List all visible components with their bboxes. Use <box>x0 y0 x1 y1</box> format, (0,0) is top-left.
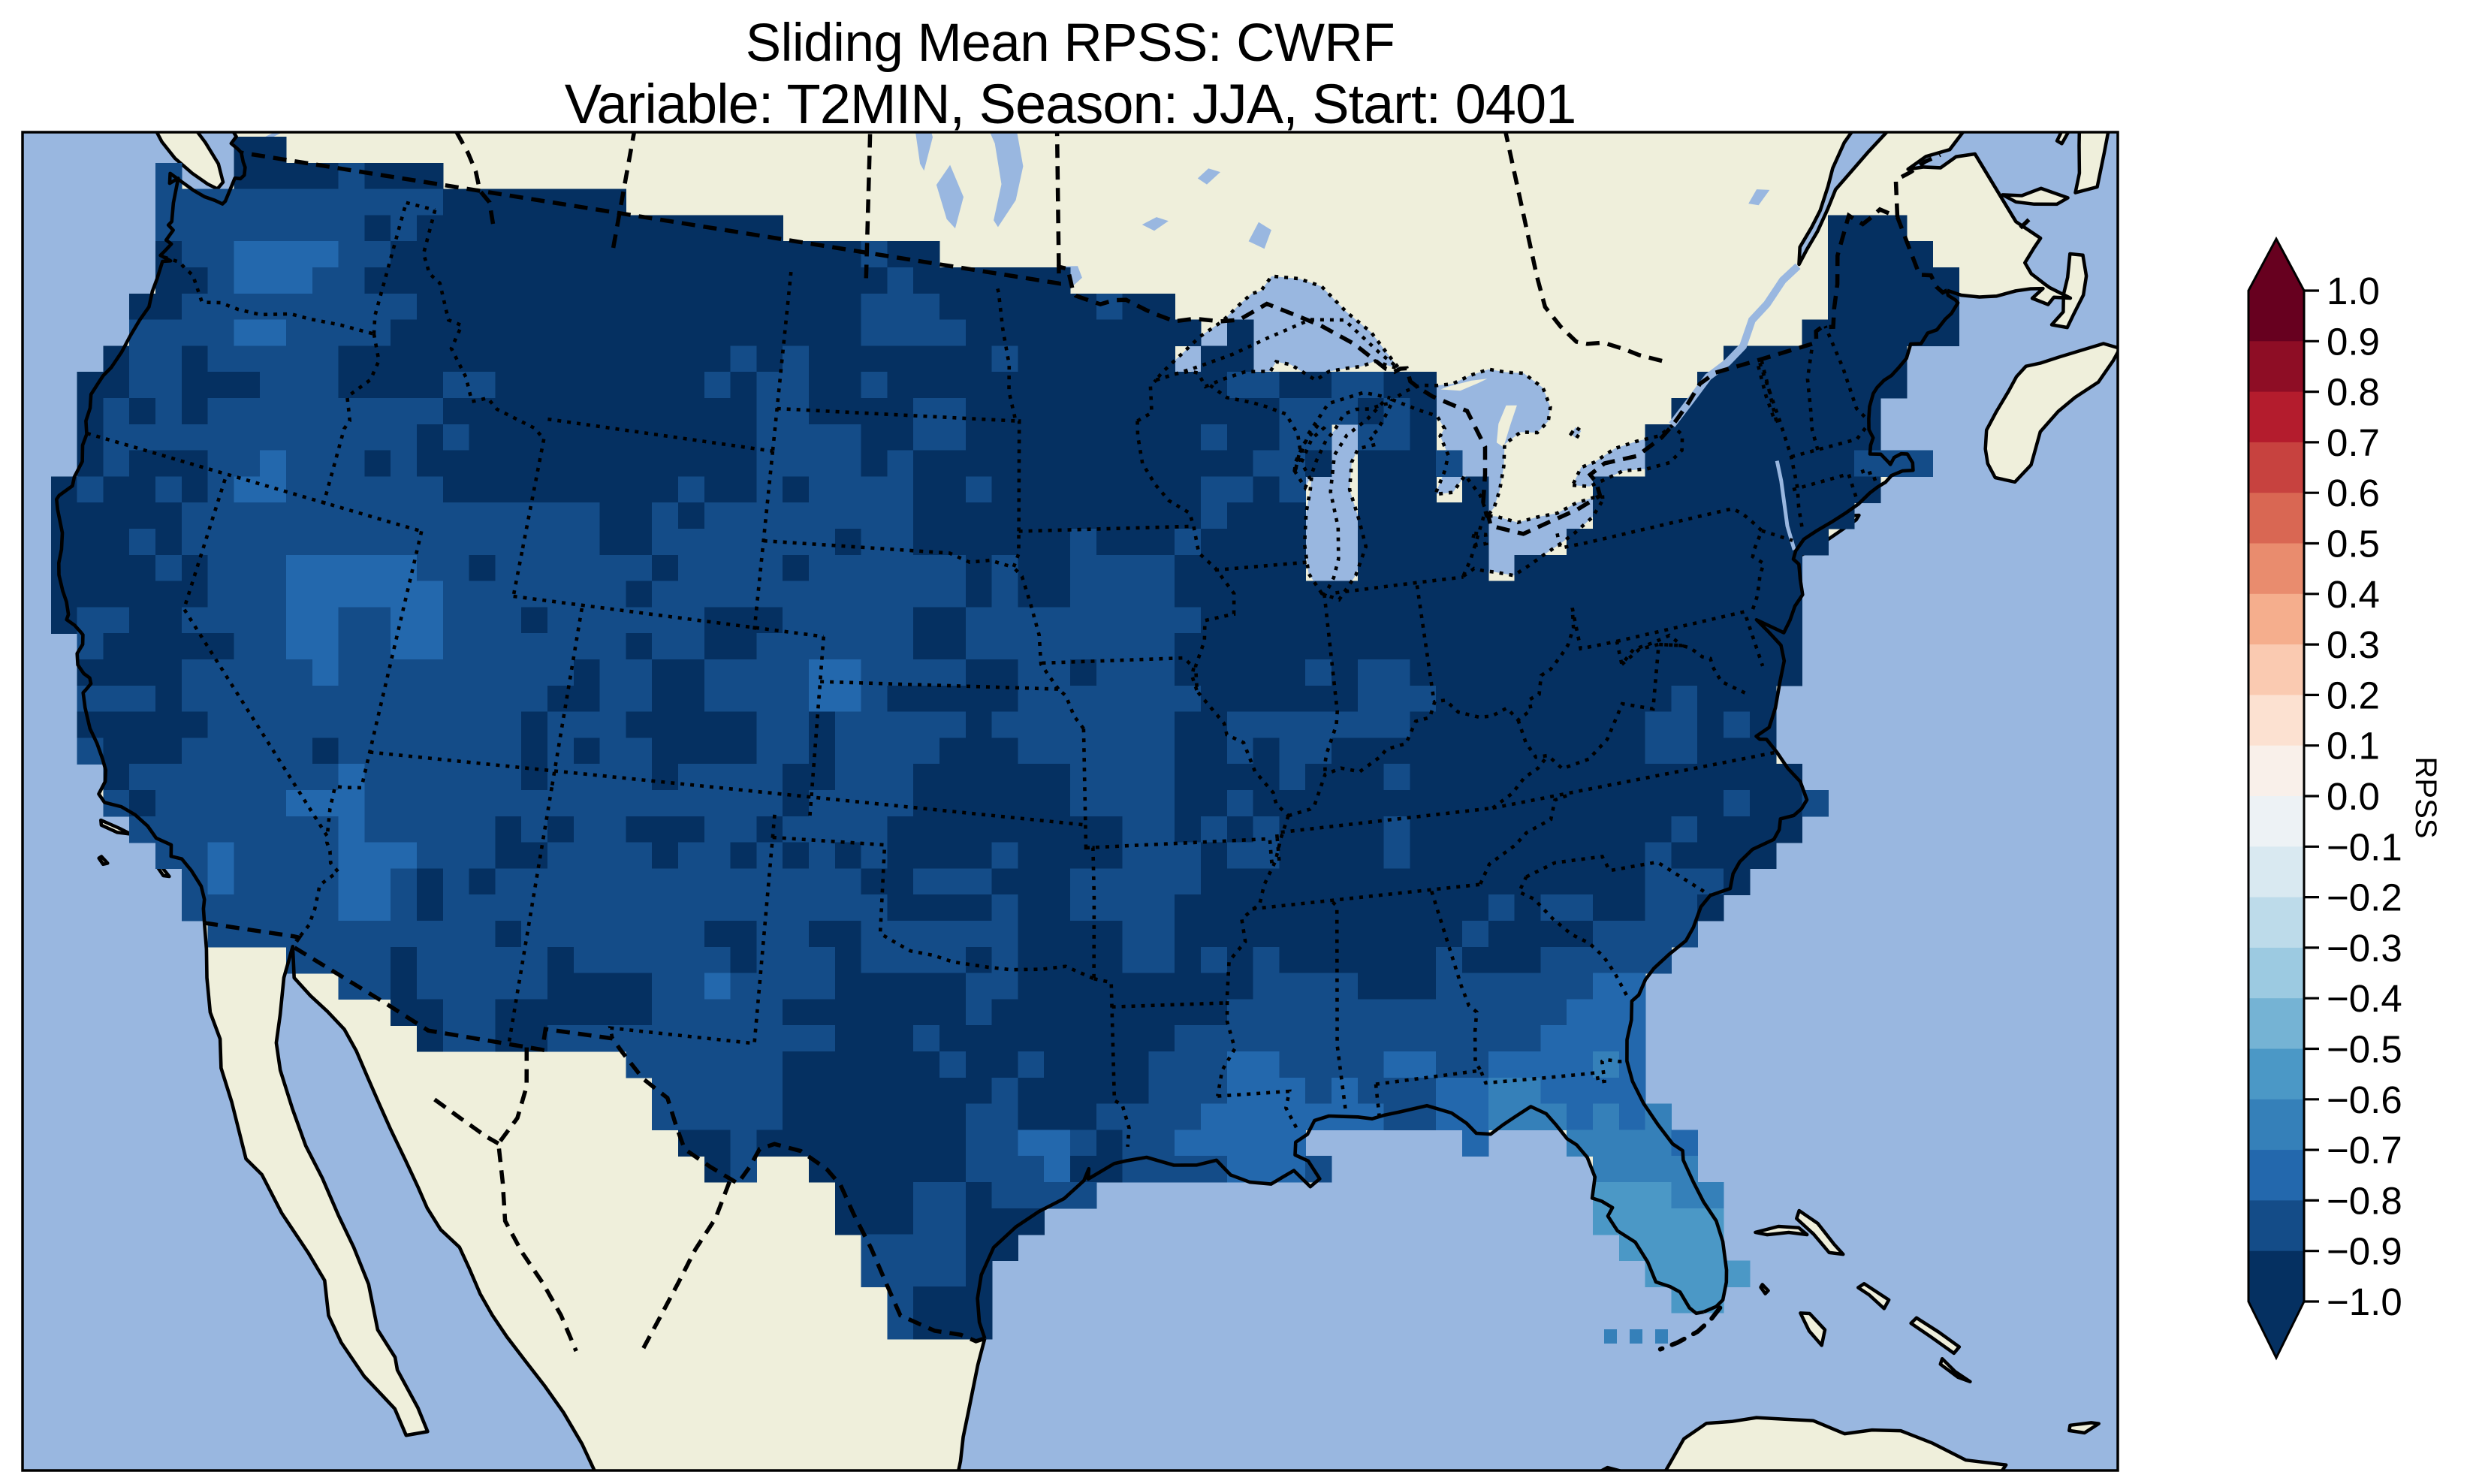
svg-text:−0.6: −0.6 <box>2327 1078 2402 1121</box>
svg-text:0.8: 0.8 <box>2327 371 2380 414</box>
svg-text:0.9: 0.9 <box>2327 320 2380 363</box>
svg-text:0.3: 0.3 <box>2327 623 2380 666</box>
svg-text:−0.2: −0.2 <box>2327 876 2402 919</box>
svg-text:0.1: 0.1 <box>2327 725 2380 768</box>
svg-text:0.6: 0.6 <box>2327 472 2380 514</box>
svg-text:1.0: 1.0 <box>2327 270 2380 312</box>
svg-text:−0.3: −0.3 <box>2327 927 2402 970</box>
svg-text:0.5: 0.5 <box>2327 523 2380 566</box>
svg-text:−0.1: −0.1 <box>2327 825 2402 868</box>
svg-text:RPSS: RPSS <box>2409 757 2442 839</box>
svg-text:0.0: 0.0 <box>2327 775 2380 818</box>
svg-text:−0.7: −0.7 <box>2327 1129 2402 1172</box>
svg-text:0.7: 0.7 <box>2327 421 2380 464</box>
svg-text:Sliding Mean RPSS: CWRF: Sliding Mean RPSS: CWRF <box>746 14 1395 73</box>
svg-text:−0.5: −0.5 <box>2327 1028 2402 1071</box>
svg-text:−1.0: −1.0 <box>2327 1280 2402 1323</box>
svg-text:0.4: 0.4 <box>2327 573 2380 616</box>
svg-text:−0.4: −0.4 <box>2327 977 2402 1020</box>
svg-text:0.2: 0.2 <box>2327 674 2380 716</box>
svg-text:−0.8: −0.8 <box>2327 1179 2402 1222</box>
svg-text:−0.9: −0.9 <box>2327 1230 2402 1273</box>
svg-text:Variable: T2MIN, Season: JJA,: Variable: T2MIN, Season: JJA, Start: 040… <box>565 73 1576 135</box>
